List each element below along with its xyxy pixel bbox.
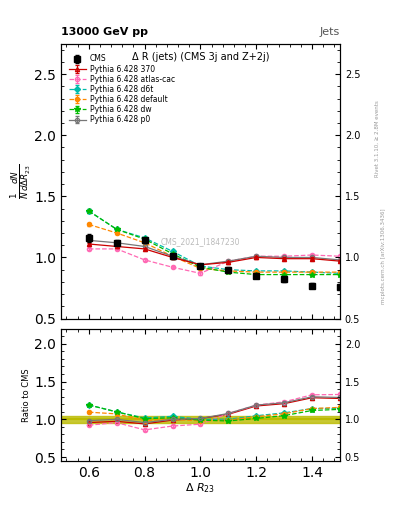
Text: mcplots.cern.ch [arXiv:1306.3436]: mcplots.cern.ch [arXiv:1306.3436] (381, 208, 386, 304)
X-axis label: $\Delta\ R_{23}$: $\Delta\ R_{23}$ (185, 481, 215, 495)
Y-axis label: Ratio to CMS: Ratio to CMS (22, 368, 31, 421)
Text: Jets: Jets (320, 27, 340, 37)
Text: Rivet 3.1.10, ≥ 2.8M events: Rivet 3.1.10, ≥ 2.8M events (375, 100, 380, 177)
Text: CMS_2021_I1847230: CMS_2021_I1847230 (161, 237, 240, 246)
Legend: CMS, Pythia 6.428 370, Pythia 6.428 atlas-cac, Pythia 6.428 d6t, Pythia 6.428 de: CMS, Pythia 6.428 370, Pythia 6.428 atla… (68, 53, 176, 126)
Text: Δ R (jets) (CMS 3j and Z+2j): Δ R (jets) (CMS 3j and Z+2j) (132, 52, 269, 62)
Y-axis label: $\frac{1}{N}\frac{dN}{d\Delta R_{23}}$: $\frac{1}{N}\frac{dN}{d\Delta R_{23}}$ (9, 163, 33, 199)
Text: 13000 GeV pp: 13000 GeV pp (61, 27, 148, 37)
Bar (61, 416, 340, 423)
